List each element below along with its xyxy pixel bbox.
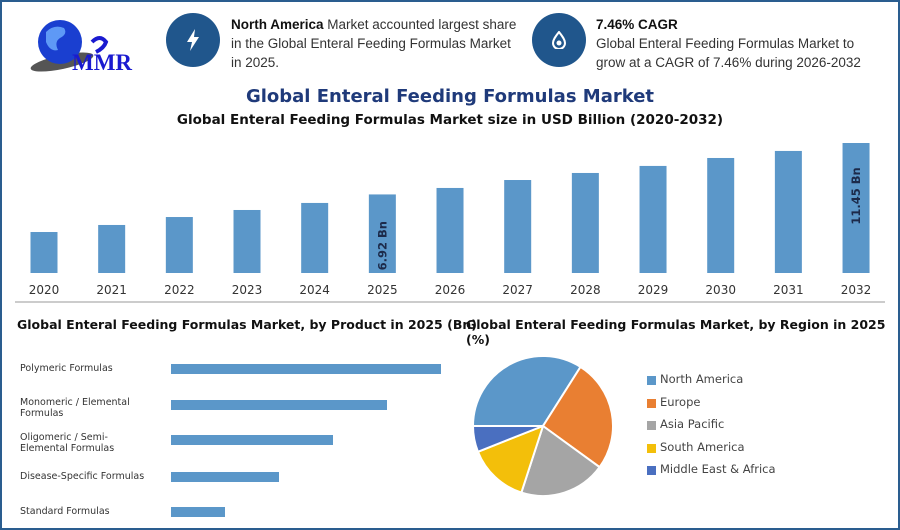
x-tick-label: 2031 [773, 283, 804, 297]
lightning-icon [187, 29, 199, 51]
x-tick-label: 2026 [435, 283, 466, 297]
product-chart-title: Global Enteral Feeding Formulas Market, … [17, 317, 477, 332]
x-tick-label: 2029 [638, 283, 669, 297]
logo-text: MMR [72, 50, 133, 75]
x-tick-label: 2025 [367, 283, 398, 297]
info-text: Market accounted largest share in the Gl… [231, 17, 517, 70]
pie-slice-europe [541, 365, 614, 469]
market-size-bar-chart: 2020 2021 2022 2023 2024 2025 6.92 Bn 2026 2027 2… [15, 143, 885, 303]
region-chart-title: Global Enteral Feeding Formulas Market, … [466, 317, 886, 347]
bar-2025 [368, 194, 396, 273]
bar-2029 [639, 165, 667, 273]
chart-title: Global Enteral Feeding Formulas Market [245, 86, 655, 107]
cagr-text: Global Enteral Feeding Formulas Market t… [596, 36, 861, 70]
legend-label: Europe [660, 394, 701, 409]
bar-2024 [301, 202, 329, 273]
bar-2021 [98, 224, 126, 273]
x-tick-label: 2020 [29, 283, 60, 297]
legend-label: Asia Pacific [660, 417, 725, 431]
product-bar [171, 364, 441, 374]
bar-2026 [436, 187, 464, 273]
product-label: Polymeric Formulas [20, 363, 113, 374]
legend-swatch [647, 376, 656, 385]
info-card-cagr: 7.46% CAGR Global Enteral Feeding Formul… [596, 15, 886, 72]
info-icon-circle-2 [532, 13, 586, 67]
legend-label: North America [660, 372, 744, 386]
bar-2027 [504, 180, 532, 273]
x-tick-label: 2023 [232, 283, 263, 297]
product-bar [171, 400, 387, 410]
legend-swatch [647, 466, 656, 475]
bar-2028 [571, 172, 599, 273]
mmr-logo: MMR [22, 14, 137, 76]
chart-subtitle: Global Enteral Feeding Formulas Market s… [176, 112, 724, 128]
product-label: Monomeric / Elemental Formulas [20, 397, 130, 419]
legend-swatch [647, 421, 656, 430]
pie-slice-asia-pacific [520, 424, 602, 497]
legend-label: Middle East & Africa [660, 462, 776, 476]
data-label: 6.92 Bn [375, 221, 389, 270]
x-tick-label: 2030 [705, 283, 736, 297]
product-bar [171, 435, 333, 445]
data-label: 11.45 Bn [849, 167, 863, 224]
x-tick-label: 2024 [299, 283, 330, 297]
x-tick-label: 2032 [841, 283, 872, 297]
product-bar [171, 507, 225, 517]
bar-2030 [707, 157, 735, 273]
bar-2020 [30, 232, 58, 273]
product-label: Disease-Specific Formulas [20, 471, 145, 482]
bar-2023 [233, 209, 261, 273]
product-bar [171, 472, 279, 482]
product-label: Standard Formulas [20, 506, 110, 517]
growth-drop-icon [552, 31, 566, 49]
bar-2022 [165, 217, 193, 273]
legend-label: South America [660, 439, 745, 454]
x-tick-label: 2028 [570, 283, 601, 297]
bar-2032 [842, 143, 870, 273]
pie-slice-south-america [476, 424, 545, 494]
x-tick-label: 2027 [502, 283, 533, 297]
x-tick-label: 2021 [96, 283, 127, 297]
region-pie-chart [471, 355, 614, 497]
legend-swatch [647, 398, 656, 408]
product-label: Oligomeric / Semi-Elemental Formulas [20, 432, 115, 454]
pie-slice-middle-east-africa [471, 425, 544, 454]
info-icon-circle-1 [166, 13, 220, 67]
legend-swatch [647, 443, 656, 453]
info-bold: North America [231, 17, 324, 32]
x-tick-label: 2022 [164, 283, 195, 297]
info-card-region: North America Market accounted largest s… [231, 15, 521, 72]
bar-2031 [774, 150, 802, 273]
cagr-heading: 7.46% CAGR [596, 17, 678, 32]
